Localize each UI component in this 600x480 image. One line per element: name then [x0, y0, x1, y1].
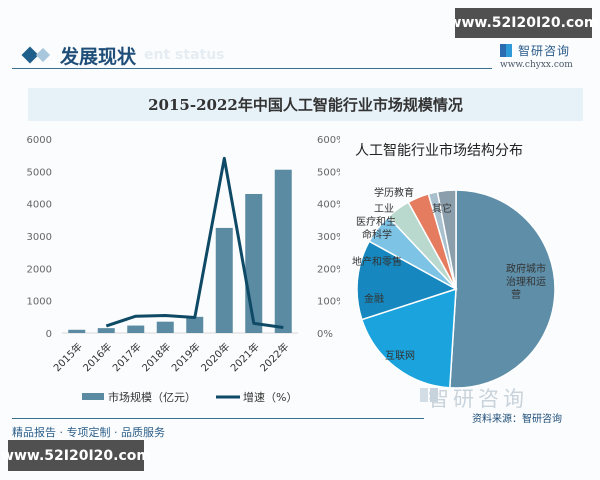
- x-axis-label: 2016年: [80, 340, 114, 374]
- pie-label-education: 学历教育: [374, 186, 414, 199]
- left-axis-tick: 5000: [27, 167, 52, 178]
- pie-label-realestate: 地产和零售: [352, 255, 402, 268]
- x-axis-label: 2022年: [257, 340, 291, 374]
- pie-label-government-3: 营: [511, 288, 521, 301]
- x-axis-label: 2018年: [139, 340, 173, 374]
- data-source: 资料来源：智研咨询: [472, 414, 562, 425]
- brand-logo: 智研咨询: [500, 42, 570, 59]
- right-axis-tick: 200%: [317, 264, 340, 275]
- brand-name: 智研咨询: [518, 44, 571, 58]
- footer-brand-logo-icon: [420, 386, 438, 408]
- footer-divider: [12, 418, 424, 419]
- pie-slice: [436, 189, 457, 290]
- pie-label-finance: 金融: [364, 292, 384, 305]
- section-header: 发展现状 ent status: [20, 40, 225, 70]
- pie-label-government-2: 治理和运: [506, 275, 546, 288]
- right-axis-tick: 600%: [317, 135, 340, 146]
- right-axis-tick: 500%: [317, 167, 340, 178]
- left-axis-tick: 1000: [27, 297, 52, 308]
- growth-line-series: [105, 156, 284, 329]
- brand-url: www.chyxx.com: [500, 60, 573, 70]
- bar: [97, 328, 115, 333]
- legend-swatch-bar: [82, 393, 104, 400]
- watermark-top-right: www.52I20I20.com: [449, 8, 598, 38]
- diamond-icon: [35, 47, 51, 63]
- bar: [215, 227, 233, 333]
- left-axis-tick: 0: [46, 329, 52, 340]
- left-axis-tick: 6000: [27, 135, 52, 146]
- bar-line-chart: 0 1000 2000 3000 4000 5000 6000 0% 100% 200% 300%…: [27, 135, 340, 404]
- x-axis-label: 2017年: [110, 340, 144, 374]
- section-subtitle-watermark: ent status: [144, 47, 225, 63]
- header-divider: [12, 68, 492, 69]
- pie-slice: [360, 287, 457, 389]
- bar: [186, 316, 204, 333]
- legend-label-bar: 市场规模（亿元）: [108, 390, 196, 404]
- brand-logo-icon: [500, 44, 512, 57]
- bar: [127, 325, 145, 333]
- pie-slices: [356, 189, 556, 389]
- bar: [156, 321, 174, 333]
- pie-label-industry: 工业: [374, 203, 394, 215]
- footer-brand-watermark: 智研咨询: [428, 387, 528, 411]
- pie-label-medical: 医疗和生: [356, 215, 396, 228]
- right-axis-ticks: 0% 100% 200% 300% 400% 500% 600%: [317, 135, 340, 340]
- pie-slice: [356, 240, 458, 321]
- pie-slice: [448, 189, 556, 389]
- x-axis-label: 2020年: [198, 340, 232, 374]
- legend: 市场规模（亿元） 增速（%）: [82, 390, 297, 404]
- left-axis-tick: 3000: [27, 232, 52, 243]
- left-axis-ticks: 0 1000 2000 3000 4000 5000 6000: [27, 135, 52, 340]
- x-axis-label: 2021年: [228, 340, 262, 374]
- bar: [68, 329, 86, 333]
- x-axis-label: 2019年: [169, 340, 203, 374]
- bar-series: [68, 169, 292, 333]
- pie-label-medical-2: 命科学: [362, 228, 392, 241]
- section-title: 发展现状: [60, 45, 137, 68]
- bar: [245, 193, 263, 333]
- pie-chart-title: 人工智能行业市场结构分布: [355, 143, 523, 159]
- footer-slogan: 精品报告 · 专项定制 · 品质服务: [12, 426, 165, 439]
- pie-labels: 政府城市 治理和运 营 互联网 金融 地产和零售 医疗和生 命科学 工业 学历教…: [352, 186, 546, 362]
- watermark-bottom-left: www.52I20I20.com: [1, 440, 151, 471]
- right-axis-tick: 400%: [317, 200, 340, 211]
- pie-chart: 政府城市 治理和运 营 互联网 金融 地产和零售 医疗和生 命科学 工业 学历教…: [352, 186, 556, 389]
- left-axis-tick: 4000: [27, 200, 52, 211]
- bar: [274, 169, 292, 333]
- chart-title: 2015-2022年中国人工智能行业市场规模情况: [148, 96, 463, 114]
- right-axis-tick: 300%: [317, 232, 340, 243]
- left-axis-tick: 2000: [27, 264, 52, 275]
- chart-title-band: 2015-2022年中国人工智能行业市场规模情况: [28, 88, 583, 121]
- pie-label-government: 政府城市: [506, 262, 546, 275]
- legend-label-line: 增速（%）: [243, 390, 297, 404]
- x-axis-label: 2015年: [51, 340, 85, 374]
- right-axis-tick: 100%: [317, 297, 340, 308]
- right-axis-tick: 0%: [317, 329, 333, 340]
- pie-label-internet: 互联网: [385, 350, 415, 362]
- pie-label-other: 其它: [432, 202, 452, 215]
